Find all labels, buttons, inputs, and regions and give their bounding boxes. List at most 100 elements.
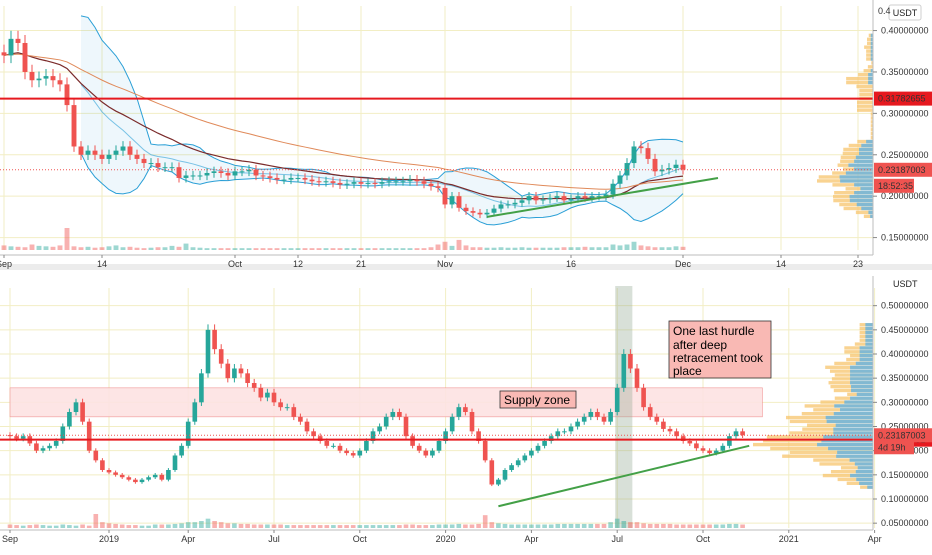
b-volume-bar-81	[542, 524, 547, 528]
t-volume-bar-76	[533, 247, 539, 250]
b-profile-up-bin-15	[857, 466, 873, 470]
t-profile-up-bin-13	[849, 194, 873, 199]
t-candle-28	[197, 175, 203, 177]
t-candle-36	[253, 169, 259, 176]
t-last-price-label-box[interactable]	[874, 162, 932, 177]
t-candle-11	[78, 146, 84, 155]
top-candles	[1, 30, 686, 219]
t-profile-up-bin-25	[859, 147, 873, 152]
b-candle-48	[324, 441, 330, 446]
t-candle-37	[260, 175, 266, 177]
t-candle-38	[267, 176, 273, 178]
t-profile-up-bin-10	[861, 206, 873, 211]
t-candle-95	[666, 168, 672, 170]
b-volume-bar-27	[185, 522, 191, 528]
b-candle-64	[430, 450, 435, 456]
b-candle-31	[212, 329, 217, 350]
b-candle-106	[707, 450, 712, 454]
t-candle-77	[540, 199, 546, 201]
b-profile-bin-15	[840, 466, 873, 470]
t-profile-up-bin-8	[870, 214, 873, 219]
b-volume-bar-105	[700, 524, 706, 528]
b-volume-bar-69	[463, 524, 468, 528]
b-candle-44	[298, 416, 303, 422]
t-candle-10	[71, 105, 77, 147]
b-countdown-box[interactable]	[874, 440, 914, 455]
b-volume-bar-32	[218, 522, 224, 528]
hurdle-annotation-box[interactable]	[668, 320, 772, 379]
t-support-trendline	[486, 176, 719, 218]
b-profile-up-bin-29	[833, 412, 873, 416]
t-countdown-box[interactable]	[874, 178, 914, 193]
b-volume-bar-33	[225, 523, 231, 528]
b-candle-29	[199, 373, 204, 403]
b-support-trendline	[498, 444, 750, 508]
b-candle-88	[588, 412, 594, 417]
b-volume-bar-1	[14, 525, 19, 528]
b-last-price-label-box[interactable]	[874, 428, 932, 443]
b-profile-bin-20	[770, 446, 873, 451]
b-volume-bar-106	[707, 524, 712, 528]
t-candle-85	[596, 196, 602, 198]
t-candle-72	[505, 204, 511, 206]
b-volume-bar-26	[179, 523, 184, 528]
top-currency-box[interactable]	[888, 4, 922, 21]
b-candle-40	[271, 392, 277, 403]
b-profile-up-bin-45	[859, 350, 873, 354]
t-candle-7	[50, 76, 56, 81]
b-profile-up-bin-20	[828, 446, 873, 451]
b-volume-bar-25	[172, 523, 178, 528]
t-volume-bar-63	[442, 241, 448, 250]
t-profile-up-bin-20	[853, 167, 873, 171]
t-candle-86	[603, 194, 609, 197]
t-candle-51	[358, 182, 364, 184]
t-candle-4	[29, 71, 35, 81]
t-volume-bar-81	[568, 247, 574, 250]
b-volume-bar-78	[522, 524, 528, 528]
b-candle-32	[218, 349, 224, 364]
t-candle-42	[295, 177, 301, 179]
b-volume-bar-97	[647, 523, 653, 528]
t-profile-up-bin-42	[868, 80, 873, 85]
b-candle-109	[727, 436, 732, 446]
t-candle-5	[36, 78, 42, 81]
bottom-price-axis[interactable]: 0.50000000 0.45000000 0.40000000 0.35000000…	[872, 276, 932, 530]
b-volume-bar-18	[126, 525, 132, 528]
t-candle-33	[232, 171, 238, 176]
b-volume-bar-85	[568, 523, 574, 528]
b-time-tick-8: Oct	[696, 534, 711, 544]
t-candle-56	[393, 181, 399, 183]
supply-zone-annotation-box[interactable]	[499, 390, 577, 409]
highlight-column	[615, 286, 633, 528]
b-candle-107	[713, 450, 719, 454]
t-key-level-label-box[interactable]	[874, 91, 932, 106]
b-volume-bar-95	[634, 522, 640, 528]
t-candle-83	[582, 196, 588, 198]
t-volume-bar-31	[218, 248, 224, 250]
bottom-time-axis[interactable]: Sep 2019 Apr Jul Oct 2020 Apr Jul Oct 2021 Apr	[0, 529, 882, 544]
b-time-tick-9: 2021	[779, 534, 799, 544]
b-volume-bar-62	[416, 525, 422, 528]
t-profile-up-bin-17	[840, 179, 873, 183]
b-price-tick-2: 0.40000000	[881, 349, 929, 359]
b-price-tick-3: 0.35000000	[881, 373, 929, 383]
t-profile-up-bin-52	[870, 41, 873, 45]
b-profile-bin-13	[822, 473, 873, 478]
t-candle-48	[337, 182, 343, 185]
top-price-axis[interactable]: 0.40000000 0.35000000 0.30000000 0.25000000…	[872, 0, 932, 255]
t-volume-bar-24	[169, 245, 175, 250]
t-volume-bar-47	[330, 248, 336, 250]
t-volume-bar-77	[540, 247, 546, 250]
t-time-tick-3: 12	[293, 259, 303, 269]
panel-divider[interactable]	[0, 264, 932, 270]
b-price-tick-7: 0.15000000	[881, 470, 929, 480]
b-volume-bar-47	[317, 525, 323, 528]
t-volume-bar-55	[386, 248, 392, 250]
t-candle-78	[547, 197, 553, 200]
b-volume-bar-10	[73, 525, 79, 528]
top-time-axis[interactable]: Sep 14 Oct 12 21 Nov 16 Dec 14 23	[0, 254, 873, 269]
b-candle-38	[258, 387, 264, 398]
t-volume-bar-79	[554, 247, 560, 250]
b-profile-up-bin-48	[865, 338, 873, 342]
b-profile-up-bin-44	[859, 354, 873, 358]
